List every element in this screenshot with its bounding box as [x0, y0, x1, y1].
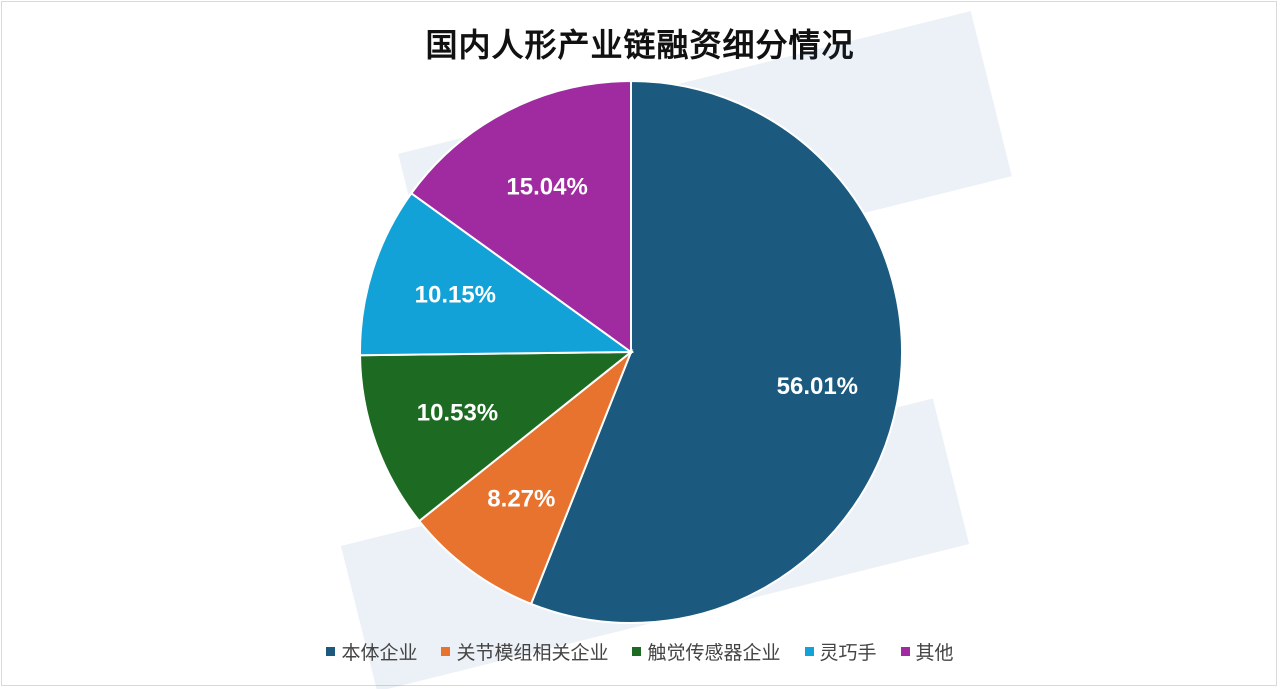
slice-data-label-4: 10.15%	[415, 282, 496, 309]
legend-item-5: 其他	[900, 638, 954, 665]
slice-data-label-3: 10.53%	[417, 399, 498, 426]
legend-item-4: 灵巧手	[804, 638, 877, 665]
legend-item-3: 触觉传感器企业	[632, 638, 781, 665]
legend-item-2: 关节模组相关企业	[441, 638, 608, 665]
legend-swatch-4	[804, 647, 814, 656]
pie-slice-5	[409, 79, 632, 354]
legend-item-1: 本体企业	[326, 638, 417, 665]
legend: 本体企业 关节模组相关企业 触觉传感器企业 灵巧手 其他	[0, 638, 1280, 665]
chart-title: 国内人形产业链融资细分情况	[425, 26, 855, 64]
legend-swatch-5	[900, 647, 910, 656]
legend-label-4: 灵巧手	[819, 642, 877, 664]
legend-label-1: 本体企业	[341, 642, 418, 664]
slice-data-label-5: 15.04%	[506, 173, 587, 200]
pie-slice-3	[359, 350, 634, 523]
legend-swatch-3	[632, 647, 642, 656]
pie-slice-1	[529, 79, 903, 624]
pie-slice-2	[417, 348, 634, 606]
legend-label-5: 其他	[915, 642, 954, 664]
legend-label-3: 触觉传感器企业	[647, 642, 781, 664]
slice-data-label-2: 8.27%	[487, 485, 555, 512]
slice-data-label-1: 56.01%	[777, 373, 858, 400]
pie-slice-4	[359, 191, 635, 357]
legend-swatch-1	[326, 647, 336, 656]
legend-swatch-2	[441, 647, 451, 656]
legend-label-2: 关节模组相关企业	[456, 642, 609, 664]
